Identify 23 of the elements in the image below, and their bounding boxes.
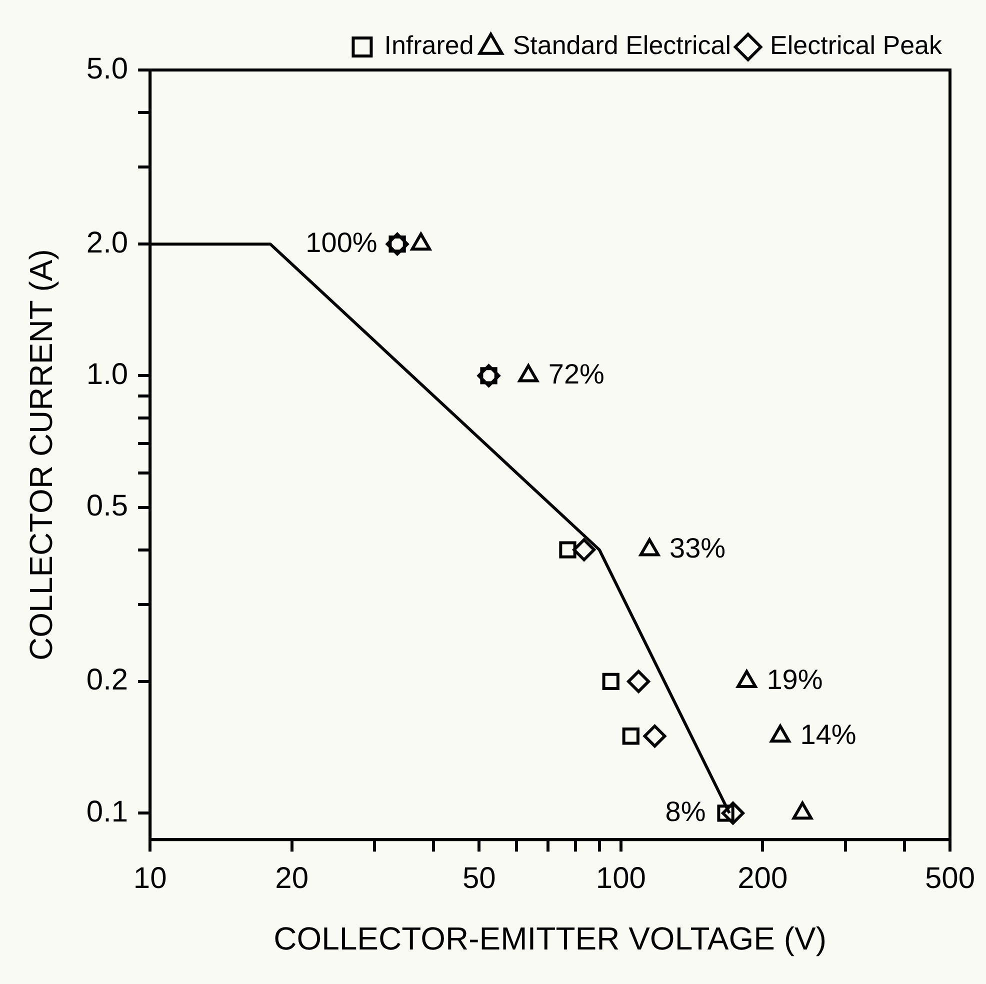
- x-axis-title: COLLECTOR-EMITTER VOLTAGE (V): [274, 920, 827, 957]
- annotation: 33%: [669, 532, 726, 564]
- x-tick-label: 50: [462, 862, 496, 895]
- y-tick-label: 2.0: [86, 226, 128, 260]
- y-tick-label: 0.1: [86, 795, 128, 828]
- y-tick-label: 5.0: [86, 52, 128, 86]
- x-tick-label: 500: [924, 862, 976, 895]
- y-tick-label: 1.0: [86, 358, 128, 391]
- legend-label: Standard Electrical: [512, 30, 732, 60]
- annotation: 72%: [548, 358, 604, 390]
- annotation: 14%: [800, 718, 856, 750]
- y-tick-label: 0.5: [86, 490, 128, 523]
- legend-label: Electrical Peak: [770, 30, 943, 60]
- x-tick-label: 10: [133, 862, 167, 895]
- annotation: 100%: [306, 226, 378, 258]
- y-axis-title: COLLECTOR CURRENT (A): [23, 249, 60, 660]
- x-tick-label: 200: [738, 862, 788, 895]
- x-tick-label: 20: [275, 862, 309, 895]
- legend-label: Infrared: [384, 30, 474, 60]
- annotation: 19%: [766, 664, 823, 696]
- annotation: 8%: [665, 796, 706, 827]
- y-tick-label: 0.2: [86, 664, 128, 697]
- x-tick-label: 100: [596, 862, 646, 895]
